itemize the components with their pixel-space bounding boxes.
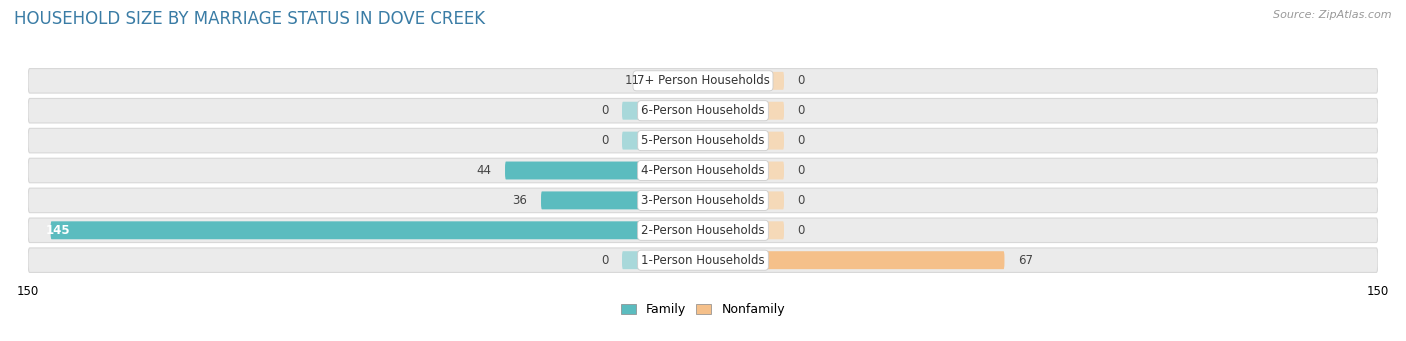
Text: 0: 0 [797,74,804,87]
FancyBboxPatch shape [28,128,1378,153]
FancyBboxPatch shape [28,69,1378,93]
FancyBboxPatch shape [703,221,785,239]
FancyBboxPatch shape [28,158,1378,183]
Text: 0: 0 [602,104,609,117]
Text: 36: 36 [513,194,527,207]
Text: HOUSEHOLD SIZE BY MARRIAGE STATUS IN DOVE CREEK: HOUSEHOLD SIZE BY MARRIAGE STATUS IN DOV… [14,10,485,28]
Text: 4-Person Households: 4-Person Households [641,164,765,177]
Text: 0: 0 [797,104,804,117]
FancyBboxPatch shape [703,132,785,150]
Text: 0: 0 [797,224,804,237]
Text: 0: 0 [797,164,804,177]
Text: 2-Person Households: 2-Person Households [641,224,765,237]
FancyBboxPatch shape [703,251,1004,269]
Text: 67: 67 [1018,254,1033,267]
FancyBboxPatch shape [51,221,703,239]
FancyBboxPatch shape [654,72,703,90]
Text: 0: 0 [797,134,804,147]
FancyBboxPatch shape [28,218,1378,242]
Text: 0: 0 [797,194,804,207]
FancyBboxPatch shape [621,132,703,150]
FancyBboxPatch shape [703,102,785,120]
Text: Source: ZipAtlas.com: Source: ZipAtlas.com [1274,10,1392,20]
Legend: Family, Nonfamily: Family, Nonfamily [616,298,790,321]
FancyBboxPatch shape [541,191,703,209]
FancyBboxPatch shape [703,162,785,179]
Text: 145: 145 [46,224,70,237]
FancyBboxPatch shape [28,248,1378,272]
FancyBboxPatch shape [703,191,785,209]
Text: 3-Person Households: 3-Person Households [641,194,765,207]
Text: 6-Person Households: 6-Person Households [641,104,765,117]
Text: 44: 44 [477,164,492,177]
FancyBboxPatch shape [621,102,703,120]
FancyBboxPatch shape [703,72,785,90]
Text: 0: 0 [602,134,609,147]
Text: 1-Person Households: 1-Person Households [641,254,765,267]
FancyBboxPatch shape [28,188,1378,213]
Text: 11: 11 [626,74,640,87]
FancyBboxPatch shape [505,162,703,179]
Text: 5-Person Households: 5-Person Households [641,134,765,147]
Text: 7+ Person Households: 7+ Person Households [637,74,769,87]
FancyBboxPatch shape [621,251,703,269]
Text: 0: 0 [602,254,609,267]
FancyBboxPatch shape [28,99,1378,123]
